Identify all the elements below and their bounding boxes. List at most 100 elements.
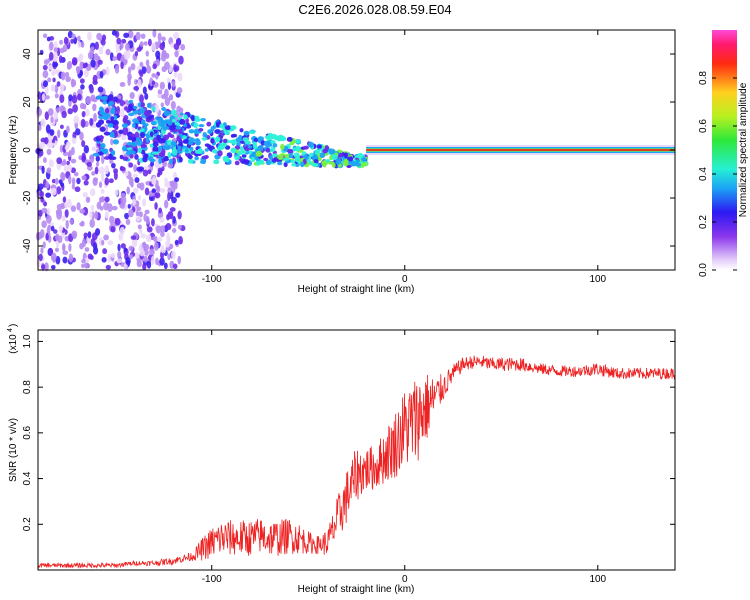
spectrogram-cell [163,110,171,117]
spectrogram-cell [78,54,83,63]
spectrogram-cell [54,93,59,99]
spectrogram-cell [291,163,297,167]
spectrogram-cell [67,30,73,39]
spectrogram-cell [311,163,319,167]
spectrogram-cell [76,93,82,101]
spectrogram-cell [99,71,104,78]
spectrogram-y-ticks: -40 -20 0 20 40 [22,48,675,253]
spectrogram-cell [271,153,278,158]
spectrogram-cell [120,196,127,205]
spectrogram-cell [107,123,114,128]
carrier-line-core [366,149,675,151]
spectrogram-cell [89,85,94,94]
spectrogram-cell [66,160,70,166]
spectrogram-cell [96,95,102,100]
spectrogram-cell [139,249,145,257]
spectrogram-cell [129,92,135,100]
spectrogram-cell [110,108,116,115]
spectrogram-cell [269,155,274,161]
spectrogram-y-label: Frequency (Hz) [8,116,19,185]
spectrogram-cell [167,191,171,202]
spectrogram-cell [239,146,244,151]
spectrogram-cell [60,71,66,81]
spectrogram-cell [140,101,145,108]
spectrogram-cell [135,136,141,143]
spectrogram-cell [183,139,189,144]
spectrogram-cell [40,247,44,254]
spectrogram-cell [83,232,89,239]
spectrogram-cell [63,165,69,172]
spectrogram-cell [68,94,73,102]
spectrogram-cell [170,180,176,187]
spectrogram-cell [151,218,155,227]
spectrogram-cell [98,115,105,120]
spectrogram-panel: -100 0 100 -40 -20 0 20 40 Height of straight … [8,29,676,295]
snr-x-tick-label: 100 [589,574,606,585]
spectrogram-cell [100,38,106,46]
spectrogram-cell [152,63,157,70]
spectrogram-cell [173,64,178,73]
spectrogram-cell [243,159,250,165]
spectrogram-cell [127,76,131,86]
spectrogram-cell [132,122,136,128]
spectrogram-cell [128,245,134,252]
spectrogram-cell [178,156,183,163]
spectrogram-cell [101,239,105,246]
spectrogram-cell [180,112,184,116]
spectrogram-x-label: Height of straight line (km) [298,284,415,295]
spectrogram-cell [124,171,129,177]
spectrogram-cell [67,108,73,115]
spectrogram-cell [39,190,45,198]
spectrogram-cell [83,262,90,269]
spectrogram-cell [293,152,300,159]
spectrogram-cell [50,116,54,123]
spectrogram-cell [45,86,49,95]
spectrogram-cell [158,145,163,150]
spectrogram-cell [81,140,86,148]
spectrogram-cell [328,148,336,155]
spectrogram-cell [105,66,110,76]
colorbar-tick-label: 0.8 [698,71,709,85]
spectrogram-cell [73,171,79,177]
spectrogram-cell [263,157,269,162]
spectrogram-cell [61,215,66,222]
spectrogram-cell [135,215,141,222]
spectrogram-cell [66,141,71,148]
spectrogram-cell [56,203,63,211]
spectrogram-cell [120,243,126,249]
spectrogram-cell [81,263,85,269]
spectrogram-x-tick-label: 0 [402,274,408,285]
spectrogram-cell [171,80,176,88]
spectrogram-cell [162,125,168,131]
spectrogram-cell [182,135,187,140]
spectrogram-cell [237,150,245,155]
spectrogram-cell [144,209,150,215]
colorbar-tick-label: 0.6 [698,119,709,133]
spectrogram-cell [122,156,129,161]
spectrogram-cell [294,139,301,144]
spectrogram-cell [111,162,116,169]
spectrogram-cell [194,156,199,161]
spectrogram-cell [158,152,166,158]
spectrogram-cell [363,162,368,166]
spectrogram-cell [138,147,142,154]
spectrogram-cell [224,125,232,131]
spectrogram-cell [95,155,100,162]
spectrogram-cell [167,151,172,159]
spectrogram-cell [79,61,84,71]
spectrogram-cell [104,165,110,175]
spectrogram-cell [127,203,131,209]
colorbar-gradient [712,30,737,270]
spectrogram-cell [110,156,117,160]
spectrogram-cell [180,43,186,51]
spectrogram-cell [132,187,139,194]
spectrogram-cell [71,79,77,87]
spectrogram-cell [47,108,54,116]
spectrogram-cell [49,41,54,51]
spectrogram-cell [101,96,105,100]
spectrogram-cell [212,148,218,154]
spectrogram-cell [111,149,116,156]
colorbar-tick-label: 0.2 [698,215,709,229]
spectrogram-cell [48,247,53,256]
